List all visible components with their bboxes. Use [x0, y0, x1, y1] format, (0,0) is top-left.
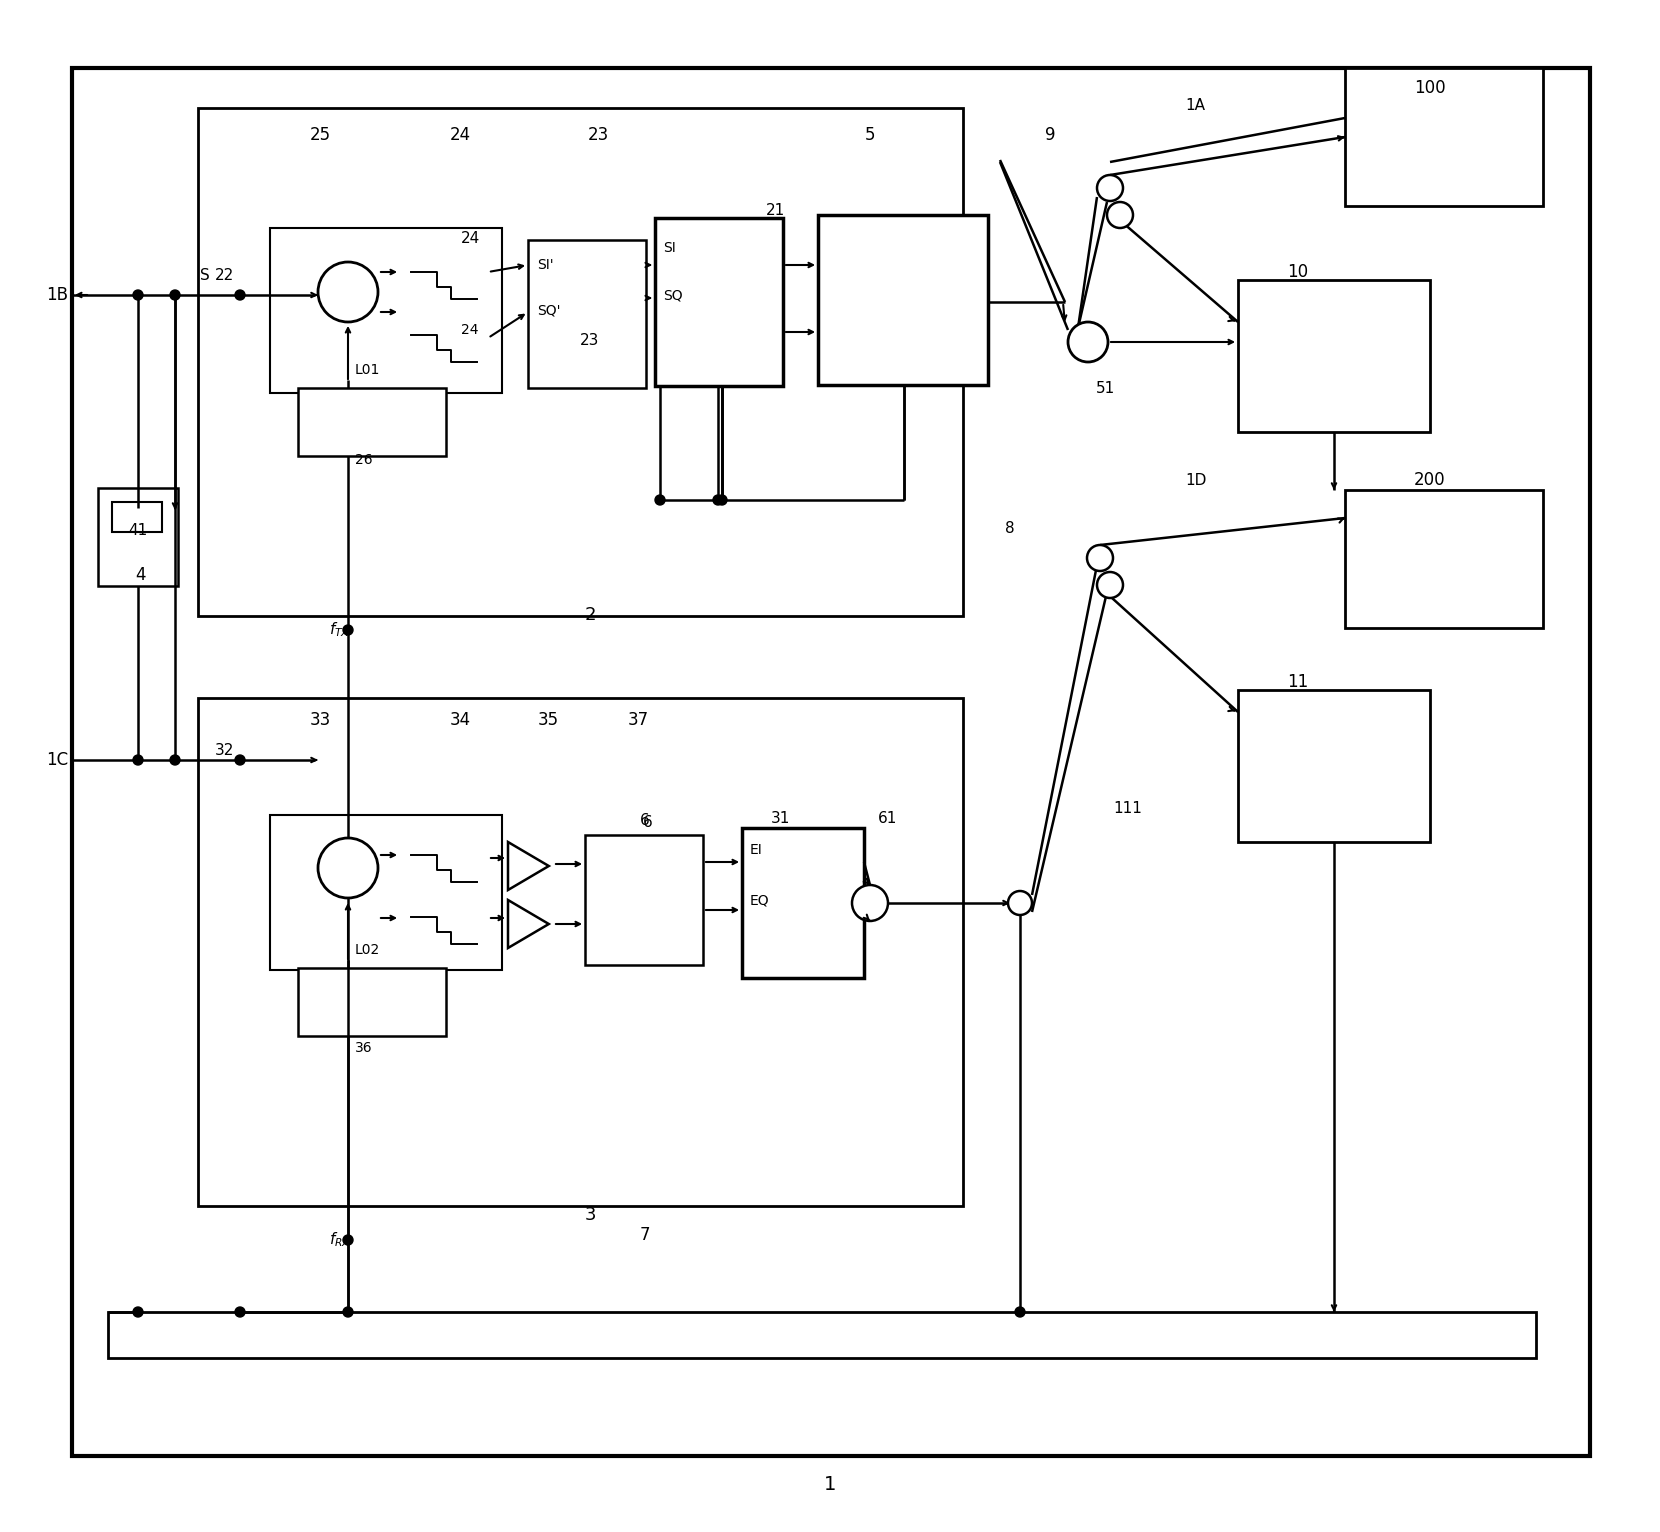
Text: 1A: 1A: [1185, 98, 1205, 112]
Text: 37: 37: [627, 711, 649, 729]
Circle shape: [1107, 202, 1134, 228]
Bar: [400, 254, 488, 313]
Text: 6: 6: [642, 815, 652, 829]
Text: $f_{RX}$: $f_{RX}$: [329, 1230, 352, 1250]
Text: 24: 24: [461, 323, 478, 337]
Text: 25: 25: [309, 126, 330, 144]
Bar: [742, 827, 863, 977]
Circle shape: [319, 838, 378, 898]
Bar: [98, 489, 178, 587]
Text: 10: 10: [1288, 264, 1308, 280]
Text: 9: 9: [1044, 126, 1056, 144]
Circle shape: [1097, 571, 1124, 597]
Circle shape: [133, 1307, 143, 1318]
Text: $f_{TX}$: $f_{TX}$: [329, 620, 350, 639]
Bar: [400, 899, 488, 958]
Text: SQ': SQ': [536, 303, 561, 317]
Circle shape: [1008, 892, 1033, 915]
Circle shape: [133, 290, 143, 300]
Text: 100: 100: [1414, 80, 1446, 97]
Circle shape: [714, 495, 724, 506]
Circle shape: [169, 290, 179, 300]
Text: SI': SI': [536, 257, 554, 273]
Circle shape: [344, 625, 354, 634]
Text: EQ: EQ: [750, 893, 770, 907]
Text: L01: L01: [355, 363, 380, 377]
Text: 1D: 1D: [1185, 472, 1207, 487]
Text: S: S: [201, 268, 209, 282]
Text: 1C: 1C: [46, 751, 68, 769]
Text: 5: 5: [865, 126, 875, 144]
Text: 34: 34: [450, 711, 470, 729]
Text: 61: 61: [878, 810, 898, 826]
Text: 22: 22: [216, 268, 234, 282]
Text: 7: 7: [639, 1226, 651, 1244]
Circle shape: [236, 290, 246, 300]
Circle shape: [236, 1307, 246, 1318]
Text: 33: 33: [309, 711, 330, 729]
Bar: [400, 838, 488, 896]
Text: 51: 51: [1096, 380, 1114, 395]
Text: 11: 11: [1288, 673, 1308, 691]
Text: L02: L02: [355, 944, 380, 958]
Circle shape: [133, 755, 143, 764]
Bar: [584, 835, 702, 965]
Circle shape: [656, 495, 666, 506]
Bar: [656, 218, 784, 386]
Text: SI: SI: [662, 241, 676, 254]
Circle shape: [319, 262, 378, 322]
Bar: [198, 107, 963, 616]
Bar: [299, 968, 447, 1036]
Text: 4: 4: [134, 565, 146, 584]
Text: 1B: 1B: [46, 286, 68, 303]
Bar: [271, 228, 501, 394]
Text: 1: 1: [823, 1475, 837, 1495]
Circle shape: [1067, 322, 1107, 362]
Bar: [299, 388, 447, 457]
Bar: [818, 214, 988, 385]
Circle shape: [1087, 545, 1112, 571]
Circle shape: [717, 495, 727, 506]
Text: SQ: SQ: [662, 288, 682, 302]
Text: 23: 23: [588, 126, 609, 144]
Circle shape: [1014, 1307, 1024, 1318]
Bar: [1345, 490, 1544, 628]
Text: 2: 2: [584, 607, 596, 624]
Circle shape: [236, 755, 246, 764]
Text: 41: 41: [128, 522, 148, 538]
Bar: [400, 319, 488, 375]
Text: 21: 21: [765, 202, 785, 218]
Text: 26: 26: [355, 453, 372, 467]
Bar: [1238, 280, 1429, 432]
Text: EI: EI: [750, 843, 762, 856]
Bar: [111, 502, 163, 532]
Text: 24: 24: [460, 230, 480, 245]
Text: 3: 3: [584, 1206, 596, 1224]
Bar: [1345, 67, 1544, 205]
Text: 6: 6: [641, 812, 649, 827]
Text: 32: 32: [216, 743, 234, 757]
Text: 36: 36: [355, 1042, 372, 1056]
Text: 23: 23: [581, 332, 599, 348]
Bar: [198, 699, 963, 1206]
Circle shape: [1097, 175, 1124, 201]
Text: 31: 31: [770, 810, 790, 826]
Circle shape: [344, 1235, 354, 1246]
Text: 8: 8: [1006, 521, 1014, 536]
Text: 200: 200: [1414, 470, 1446, 489]
Bar: [271, 815, 501, 970]
Text: 24: 24: [450, 126, 470, 144]
Text: 35: 35: [538, 711, 558, 729]
Circle shape: [169, 755, 179, 764]
Text: 111: 111: [1114, 801, 1142, 815]
Bar: [528, 241, 646, 388]
Circle shape: [852, 885, 888, 921]
Bar: [108, 1311, 1536, 1357]
Circle shape: [344, 1307, 354, 1318]
Bar: [1238, 689, 1429, 843]
